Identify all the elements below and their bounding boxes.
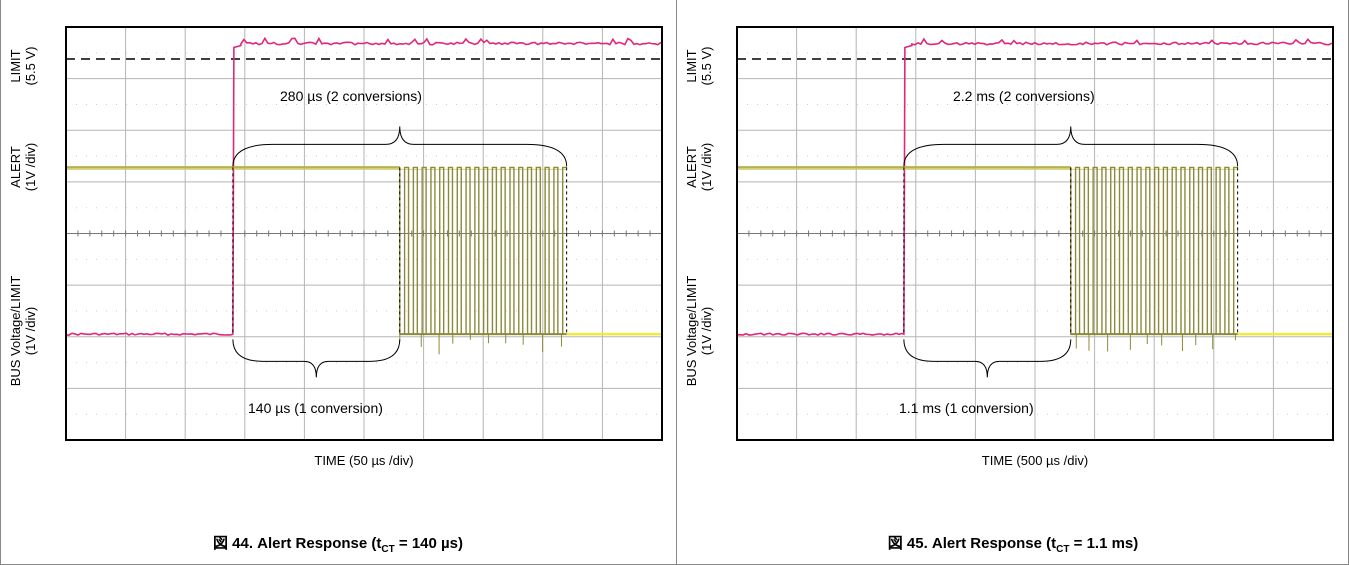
bus-voltage-limit-trace [65, 36, 662, 337]
x-axis-label: TIME (500 µs /div) [981, 453, 1089, 468]
figure-44-plot [65, 26, 663, 441]
bus-axis-label: BUS Voltage/LIMIT (1V /div) [684, 275, 714, 387]
limit-axis-label: LIMIT (5.5 V) [684, 46, 714, 86]
annotation-one-conversion: 1.1 ms (1 conversion) [899, 400, 1034, 416]
alert-toggle-trace [399, 166, 567, 335]
limit-axis-label: LIMIT (5.5 V) [8, 46, 38, 86]
figure-44-caption: 図 44. Alert Response (tCT = 140 µs) [212, 535, 463, 555]
figure-44-panel: LIMIT (5.5 V) ALERT (1V /div) BUS Voltag… [8, 26, 663, 555]
plot-area-border [736, 26, 1334, 441]
brace-two-conversions [903, 126, 1239, 167]
plot-area-border [65, 26, 663, 441]
alert-axis-label: ALERT (1V /div) [8, 142, 38, 192]
annotation-one-conversion: 140 µs (1 conversion) [248, 400, 383, 416]
x-axis-label: TIME (50 µs /div) [314, 453, 414, 468]
brace-one-conversion [232, 339, 401, 378]
figure-45-caption: 図 45. Alert Response (tCT = 1.1 ms) [887, 535, 1139, 555]
figure-45-plot [736, 26, 1334, 441]
brace-two-conversions [232, 126, 568, 167]
figure-45-panel: LIMIT (5.5 V) ALERT (1V /div) BUS Voltag… [677, 0, 1349, 565]
annotation-two-conversions: 2.2 ms (2 conversions) [953, 88, 1095, 104]
bus-voltage-limit-trace [736, 37, 1333, 336]
alert-axis-label: ALERT (1V /div) [684, 142, 714, 192]
annotation-two-conversions: 280 µs (2 conversions) [280, 88, 422, 104]
bus-axis-label: BUS Voltage/LIMIT (1V /div) [8, 275, 38, 387]
panel-divider [676, 0, 677, 565]
alert-toggle-trace [1070, 166, 1238, 335]
brace-one-conversion [903, 339, 1072, 378]
